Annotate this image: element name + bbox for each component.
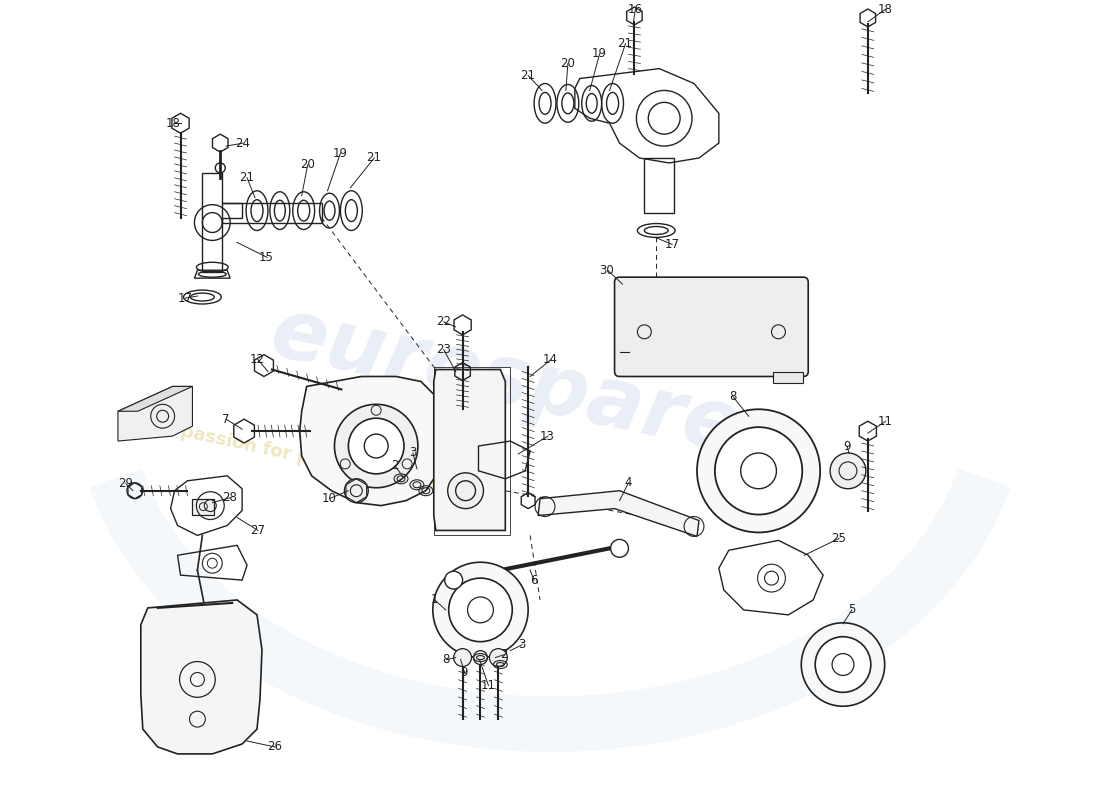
Text: 8: 8: [442, 653, 450, 666]
Polygon shape: [538, 490, 698, 537]
Circle shape: [444, 571, 463, 589]
Text: 25: 25: [832, 532, 846, 545]
Text: 16: 16: [627, 2, 642, 15]
Circle shape: [449, 578, 513, 642]
Circle shape: [490, 649, 507, 666]
Circle shape: [610, 539, 628, 558]
Circle shape: [334, 404, 418, 488]
Text: eurospares: eurospares: [264, 292, 796, 481]
FancyBboxPatch shape: [615, 277, 808, 377]
Text: 18: 18: [166, 117, 180, 130]
Polygon shape: [118, 386, 192, 411]
Text: 11: 11: [481, 679, 495, 692]
Polygon shape: [299, 377, 441, 506]
Text: 10: 10: [321, 492, 337, 505]
Text: 21: 21: [239, 171, 254, 184]
Polygon shape: [773, 371, 803, 383]
Text: 3: 3: [409, 446, 416, 459]
Circle shape: [448, 473, 484, 509]
Text: 2: 2: [392, 459, 398, 472]
Text: 3: 3: [518, 638, 526, 651]
Text: 5: 5: [848, 603, 856, 617]
Text: 26: 26: [267, 741, 282, 754]
Circle shape: [349, 418, 404, 474]
Circle shape: [815, 637, 871, 692]
Text: 8: 8: [729, 390, 736, 403]
Text: 6: 6: [530, 574, 538, 586]
Text: 21: 21: [617, 38, 632, 50]
Text: 19: 19: [592, 47, 607, 60]
Text: 19: 19: [332, 146, 348, 159]
Circle shape: [801, 623, 884, 706]
Circle shape: [715, 427, 802, 514]
Circle shape: [697, 410, 821, 533]
Text: 18: 18: [878, 2, 892, 15]
Text: 12: 12: [250, 353, 265, 366]
Text: 14: 14: [543, 353, 558, 366]
Text: 27: 27: [250, 524, 265, 537]
Text: passion for parts since 1985: passion for parts since 1985: [179, 422, 464, 499]
Text: 29: 29: [118, 478, 133, 490]
Text: 7: 7: [222, 413, 230, 426]
Text: 28: 28: [222, 491, 238, 504]
Text: 23: 23: [436, 343, 451, 356]
Text: 24: 24: [235, 137, 250, 150]
Polygon shape: [433, 370, 505, 530]
Text: 20: 20: [299, 158, 315, 171]
Circle shape: [473, 650, 487, 665]
Text: 13: 13: [540, 430, 554, 442]
FancyBboxPatch shape: [192, 498, 215, 514]
Text: 9: 9: [843, 439, 850, 453]
Circle shape: [453, 649, 472, 666]
Text: 20: 20: [560, 57, 575, 70]
Circle shape: [344, 478, 369, 502]
Circle shape: [830, 453, 866, 489]
Polygon shape: [141, 600, 262, 754]
Text: 4: 4: [625, 476, 632, 490]
Text: 9: 9: [461, 666, 469, 679]
Text: 30: 30: [600, 264, 615, 277]
Text: 21: 21: [366, 151, 382, 165]
Text: 15: 15: [258, 251, 274, 264]
Text: 17: 17: [177, 291, 192, 305]
Text: 21: 21: [520, 69, 536, 82]
Text: 1: 1: [431, 594, 438, 606]
Text: 17: 17: [664, 238, 679, 251]
Text: 11: 11: [878, 414, 893, 428]
Text: 2: 2: [500, 648, 508, 661]
Circle shape: [432, 562, 528, 658]
Text: 22: 22: [436, 315, 451, 328]
Polygon shape: [118, 386, 192, 441]
